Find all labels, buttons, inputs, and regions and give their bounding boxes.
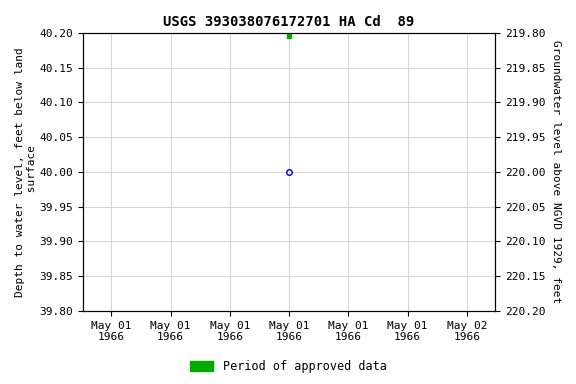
Title: USGS 393038076172701 HA Cd  89: USGS 393038076172701 HA Cd 89 <box>164 15 415 29</box>
Y-axis label: Depth to water level, feet below land
 surface: Depth to water level, feet below land su… <box>15 47 37 297</box>
Y-axis label: Groundwater level above NGVD 1929, feet: Groundwater level above NGVD 1929, feet <box>551 40 561 303</box>
Legend: Period of approved data: Period of approved data <box>185 356 391 378</box>
